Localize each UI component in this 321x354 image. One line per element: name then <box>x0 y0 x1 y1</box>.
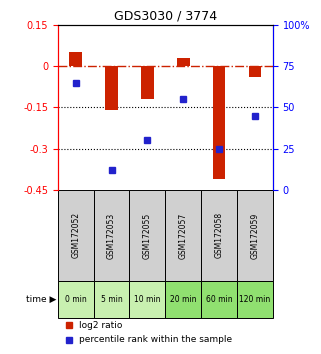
FancyBboxPatch shape <box>129 281 165 318</box>
Text: 20 min: 20 min <box>170 295 196 304</box>
Text: 0 min: 0 min <box>65 295 87 304</box>
FancyBboxPatch shape <box>129 190 165 281</box>
Text: 120 min: 120 min <box>239 295 271 304</box>
Text: percentile rank within the sample: percentile rank within the sample <box>79 335 232 344</box>
Text: time ▶: time ▶ <box>26 295 56 304</box>
Title: GDS3030 / 3774: GDS3030 / 3774 <box>114 9 217 22</box>
Bar <box>141 66 154 99</box>
Text: GSM172055: GSM172055 <box>143 212 152 258</box>
Bar <box>249 66 261 77</box>
Bar <box>177 58 189 66</box>
FancyBboxPatch shape <box>165 190 201 281</box>
Text: GSM172057: GSM172057 <box>179 212 188 258</box>
Text: 10 min: 10 min <box>134 295 160 304</box>
FancyBboxPatch shape <box>237 190 273 281</box>
FancyBboxPatch shape <box>201 281 237 318</box>
FancyBboxPatch shape <box>237 281 273 318</box>
Text: GSM172058: GSM172058 <box>214 212 224 258</box>
Text: 60 min: 60 min <box>206 295 232 304</box>
FancyBboxPatch shape <box>58 281 94 318</box>
Bar <box>69 52 82 66</box>
Bar <box>105 66 118 110</box>
FancyBboxPatch shape <box>201 190 237 281</box>
FancyBboxPatch shape <box>58 190 94 281</box>
Text: GSM172059: GSM172059 <box>250 212 259 258</box>
Text: log2 ratio: log2 ratio <box>79 321 123 330</box>
FancyBboxPatch shape <box>94 281 129 318</box>
Text: GSM172052: GSM172052 <box>71 212 80 258</box>
Text: GSM172053: GSM172053 <box>107 212 116 258</box>
FancyBboxPatch shape <box>165 281 201 318</box>
Text: 5 min: 5 min <box>101 295 122 304</box>
Bar <box>213 66 225 179</box>
FancyBboxPatch shape <box>94 190 129 281</box>
